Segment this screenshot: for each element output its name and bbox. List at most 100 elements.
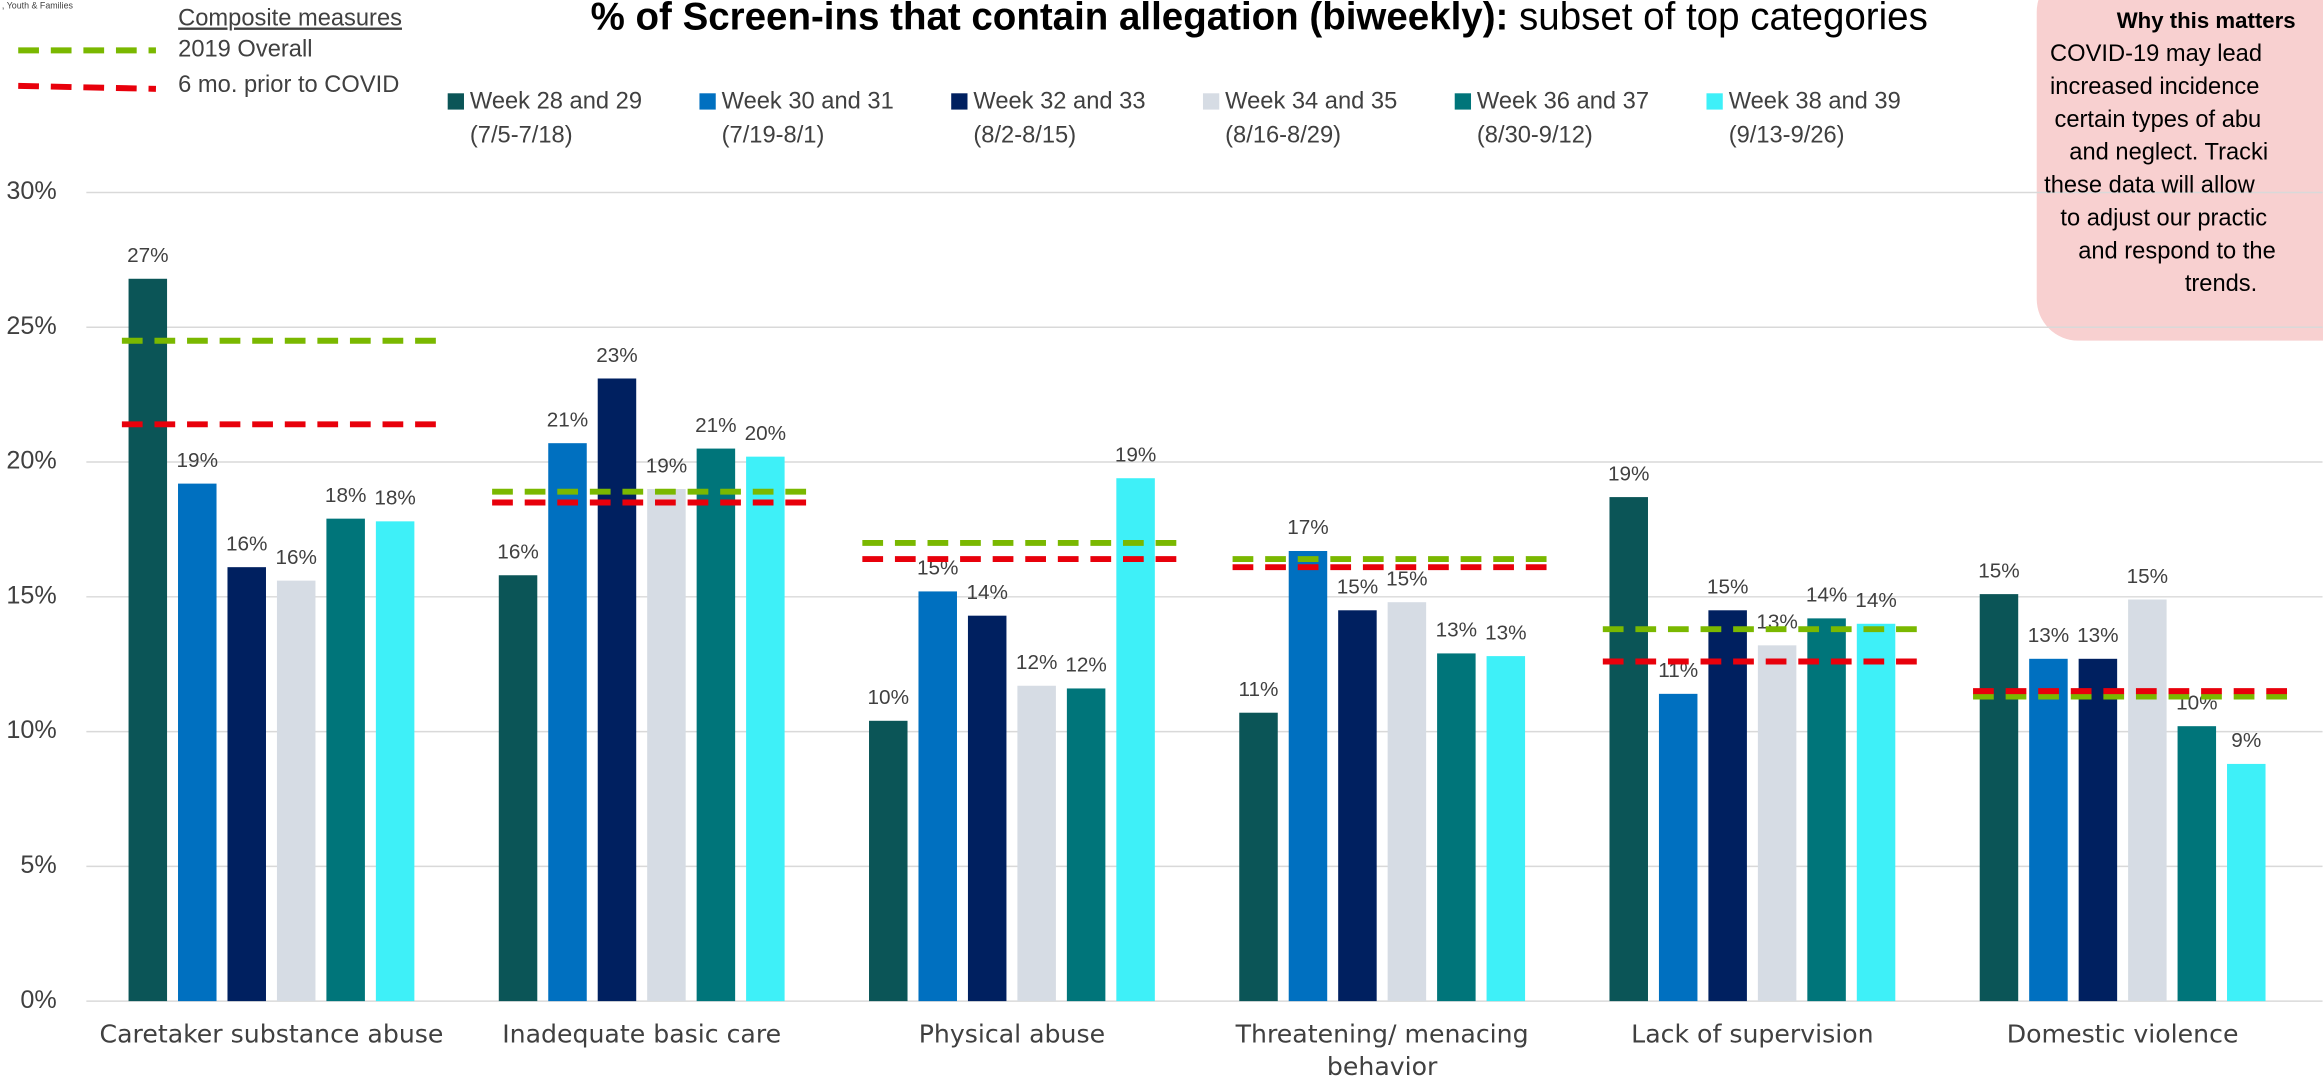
bar [1708, 610, 1747, 1002]
data-label: 11% [1658, 659, 1698, 682]
data-label: 9% [2231, 729, 2261, 752]
bar [1387, 602, 1427, 1002]
legend-period: (8/2-8/15) [973, 123, 1076, 149]
bar [375, 521, 415, 1002]
data-label: 18% [325, 484, 366, 507]
legend-label: Week 36 and 37 [1477, 88, 1649, 114]
callout-text: trends. [2185, 271, 2257, 297]
x-label-box: Inadequate basic care [502, 1020, 782, 1050]
x-tick-label: Lack of supervision [1631, 1020, 1874, 1050]
bar [2177, 726, 2217, 1002]
x-label-box: Domestic violence [2006, 1020, 2239, 1050]
x-tick-label: Physical abuse [918, 1020, 1106, 1050]
bar [1066, 688, 1106, 1002]
bar [1856, 623, 1896, 1002]
chart-title: % of Screen-ins that contain allegation … [591, 0, 1928, 38]
data-label: 14% [966, 581, 1007, 604]
bar [1017, 685, 1056, 1002]
legend-swatch [1454, 93, 1472, 110]
data-label: 21% [695, 414, 736, 437]
legend-period: (9/13-9/26) [1729, 123, 1845, 149]
reference-heading: Composite measures [178, 6, 402, 32]
legend-label: Week 34 and 35 [1225, 88, 1397, 114]
callout-text: COVID-19 may lead [2050, 41, 2262, 67]
data-label: 14% [1806, 584, 1847, 607]
bar [498, 575, 538, 1002]
data-label: 13% [1436, 619, 1477, 642]
bar [2078, 658, 2118, 1002]
data-label: 15% [917, 557, 958, 580]
x-label-box: Physical abuse [918, 1020, 1106, 1050]
bar [548, 443, 587, 1002]
data-label: 21% [547, 408, 588, 431]
data-label: 15% [1978, 559, 2019, 582]
bar [2128, 599, 2167, 1002]
x-label-box: Caretaker substance abuse [99, 1020, 444, 1050]
bar [276, 580, 316, 1002]
x-tick-label: Domestic violence [2006, 1020, 2239, 1050]
bar [967, 615, 1007, 1002]
bar [647, 489, 686, 1002]
data-label: 17% [1287, 516, 1328, 539]
callout-text: certain types of abu [2054, 107, 2261, 133]
data-label: 20% [745, 422, 786, 445]
bar [1658, 693, 1698, 1002]
bar [1338, 610, 1377, 1002]
data-label: 14% [1855, 589, 1896, 612]
title-rest: subset of top categories [1508, 0, 1927, 38]
data-label: 13% [2028, 624, 2069, 647]
bar [1486, 656, 1526, 1002]
callout-text: and respond to the [2078, 238, 2276, 264]
bar [227, 567, 266, 1002]
bar [128, 278, 168, 1002]
bar [326, 518, 365, 1002]
data-label: 19% [177, 449, 218, 472]
legend-swatch [447, 93, 464, 110]
callout-text: increased incidence [2050, 74, 2259, 100]
y-tick-label: 10% [6, 716, 56, 744]
y-tick-label: 0% [20, 986, 56, 1014]
bar [1116, 478, 1155, 1002]
legend-period: (8/16-8/29) [1225, 123, 1341, 149]
data-label: 16% [275, 546, 316, 569]
bar [1239, 712, 1278, 1002]
data-label: 16% [226, 532, 267, 555]
data-label: 10% [868, 686, 909, 709]
y-tick-label: 25% [6, 312, 56, 340]
bar [1807, 618, 1846, 1002]
x-label-box: Threatening/ menacing behavior [1236, 1020, 1529, 1082]
bar [1437, 653, 1476, 1002]
x-tick-label: Inadequate basic care [502, 1020, 782, 1050]
legend-label: 2019 Overall [178, 37, 312, 63]
callout-text: these data will allow [2044, 173, 2256, 199]
bar [178, 483, 217, 1002]
logo-text: , Youth & Families [2, 0, 74, 10]
legend-line [18, 82, 157, 92]
bar [2227, 763, 2266, 1002]
y-tick-label: 20% [6, 447, 56, 475]
y-tick-label: 15% [6, 581, 56, 609]
bar [869, 720, 908, 1002]
legend-label: Week 38 and 39 [1729, 88, 1901, 114]
data-label: 12% [1065, 654, 1106, 677]
legend-swatch [951, 93, 968, 110]
legend-label: Week 30 and 31 [722, 88, 894, 114]
legend-swatch [1202, 93, 1220, 110]
x-label-box: Lack of supervision [1631, 1020, 1874, 1050]
data-label: 15% [1337, 576, 1378, 599]
data-label: 11% [1239, 678, 1279, 701]
callout-text: to adjust our practic [2060, 205, 2267, 231]
x-tick-label: Caretaker substance abuse [99, 1020, 444, 1050]
legend-period: (8/30-9/12) [1477, 123, 1593, 149]
legend-label: 6 mo. prior to COVID [178, 72, 399, 98]
legend-period: (7/19-8/1) [722, 123, 825, 149]
bar [1979, 594, 2019, 1002]
bar [1609, 497, 1648, 1002]
y-tick-label: 5% [20, 851, 56, 879]
bar [746, 456, 785, 1002]
callout-text: and neglect. Tracki [2069, 140, 2268, 166]
data-label: 16% [497, 541, 538, 564]
bar [1757, 645, 1797, 1002]
legend-swatch [699, 93, 716, 110]
